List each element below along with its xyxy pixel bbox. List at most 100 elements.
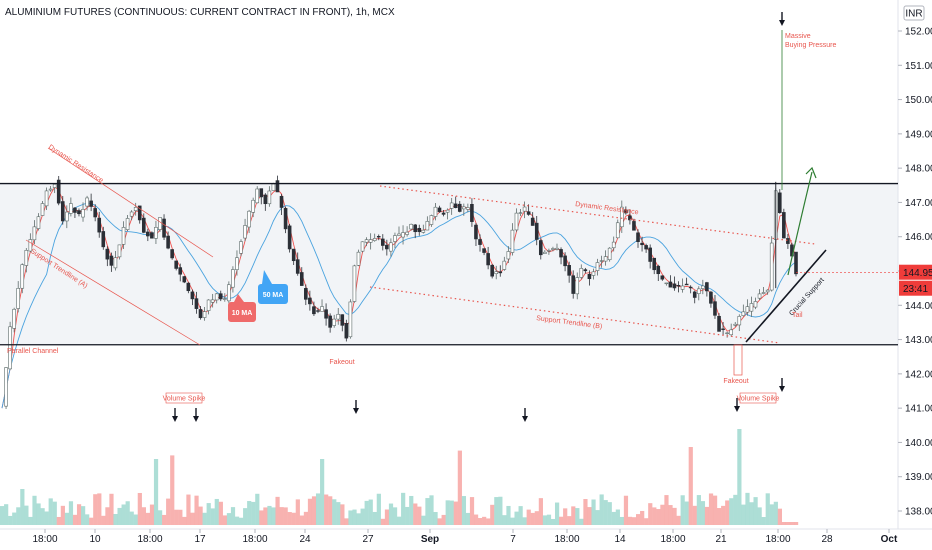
candle-body	[421, 229, 426, 233]
time-tick-label: 18:00	[32, 534, 57, 545]
candle-body	[166, 235, 170, 249]
price-tick-label: 151.00	[905, 61, 932, 72]
volume-bar	[567, 516, 572, 525]
candle-body	[453, 203, 458, 208]
volume-bar	[478, 518, 483, 525]
candle-body	[271, 183, 276, 191]
volume-bar	[206, 503, 211, 525]
volume-bar	[546, 514, 552, 525]
price-tick-label: 144.00	[905, 301, 932, 312]
time-tick-label: 17	[194, 534, 206, 545]
volume-bar	[773, 501, 778, 525]
volume-bar	[409, 495, 414, 525]
volume-bar	[392, 507, 398, 525]
volume-bar	[623, 495, 629, 525]
volume-bar	[376, 493, 381, 525]
price-axis[interactable]: 152.00 151.00 150.00 149.00 148.00 147.00 146.…	[898, 27, 932, 518]
volume-bar	[482, 516, 487, 525]
volume-bar	[417, 506, 422, 525]
volume-bar	[550, 518, 556, 525]
candle-body	[749, 303, 754, 312]
candle-body	[429, 215, 434, 225]
candle-body	[457, 203, 462, 212]
down-arrow-head	[522, 416, 528, 422]
candle-body	[376, 236, 381, 238]
volume-bar	[182, 516, 187, 525]
volume-bar	[117, 507, 122, 525]
candle-body	[615, 222, 620, 239]
volume-bar	[794, 522, 799, 525]
volume-bar	[684, 501, 689, 525]
currency-badge[interactable]: INR	[903, 5, 925, 21]
candle-body	[312, 306, 316, 315]
candle-body	[405, 231, 409, 235]
candle-body	[8, 326, 12, 370]
volume-bar	[68, 501, 74, 525]
candle-body	[518, 212, 523, 214]
candle-body	[223, 298, 227, 300]
candle-body	[283, 208, 288, 230]
volume-bar	[619, 516, 625, 525]
candle-body	[725, 332, 729, 334]
candle-body	[336, 313, 341, 320]
volume-bar	[502, 515, 507, 525]
volume-bar	[332, 499, 337, 525]
price-labels: 144.95 23:41	[796, 264, 932, 296]
candle-body	[170, 249, 174, 259]
candle-body	[352, 265, 357, 302]
candle-body	[380, 238, 385, 246]
volume-bar	[52, 501, 57, 525]
volume-bar	[781, 522, 787, 525]
candle-body	[401, 232, 405, 238]
candle-body	[356, 251, 361, 266]
candle-body	[81, 209, 85, 218]
volume-bar	[60, 505, 65, 525]
volume-spike-1-box	[165, 392, 203, 404]
candle-body	[632, 221, 636, 231]
time-axis[interactable]: 18:00 10 18:00 17 18:00 24 27 Sep 7 18:00 14 18:00 2…	[32, 529, 898, 545]
candle-body	[105, 248, 110, 260]
volume-bar	[348, 510, 353, 525]
volume-bar	[664, 495, 669, 525]
candle-body	[194, 298, 199, 309]
volume-bar	[263, 507, 268, 525]
volume-bar	[725, 500, 730, 525]
time-tick-label: 18:00	[765, 534, 790, 545]
candle-body	[761, 292, 766, 294]
volume-bar	[372, 511, 377, 525]
candle-body	[656, 265, 661, 275]
volume-bar	[32, 495, 37, 525]
volume-bar	[401, 492, 406, 525]
volume-bar	[749, 502, 754, 525]
candle-body	[73, 207, 77, 213]
volume-bar	[162, 514, 167, 525]
candle-body	[652, 257, 657, 271]
volume-bar	[563, 508, 568, 525]
price-tick-label: 141.00	[905, 404, 932, 415]
volume-bar	[587, 507, 592, 525]
candle-body	[777, 192, 782, 214]
candle-body	[506, 251, 511, 260]
candle-body	[526, 211, 531, 215]
price-tick-label: 150.00	[905, 95, 932, 106]
candle-body	[109, 255, 114, 266]
price-tick-label: 138.00	[905, 507, 932, 518]
candle-body	[611, 241, 616, 249]
volume-bar	[340, 504, 345, 525]
time-tick-label: 10	[89, 534, 101, 545]
volume-bar	[506, 505, 511, 525]
volume-bar	[757, 507, 762, 525]
last-price-badge	[899, 264, 932, 280]
candle-body	[498, 271, 503, 274]
volume-bar	[218, 501, 223, 525]
time-tick-label: 21	[715, 534, 727, 545]
volume-bar	[441, 514, 446, 525]
volume-bar	[279, 507, 284, 525]
candle-body	[668, 281, 673, 288]
volume-bar	[190, 512, 195, 525]
candle-body	[595, 262, 600, 271]
candle-body	[478, 239, 482, 245]
candle-body	[275, 180, 280, 193]
volume-bar	[170, 455, 175, 525]
volume-bar	[81, 506, 86, 525]
